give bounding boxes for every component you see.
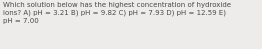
Text: Which solution below has the highest concentration of hydroxide
ions? A) pH = 3.: Which solution below has the highest con… [3, 2, 231, 24]
